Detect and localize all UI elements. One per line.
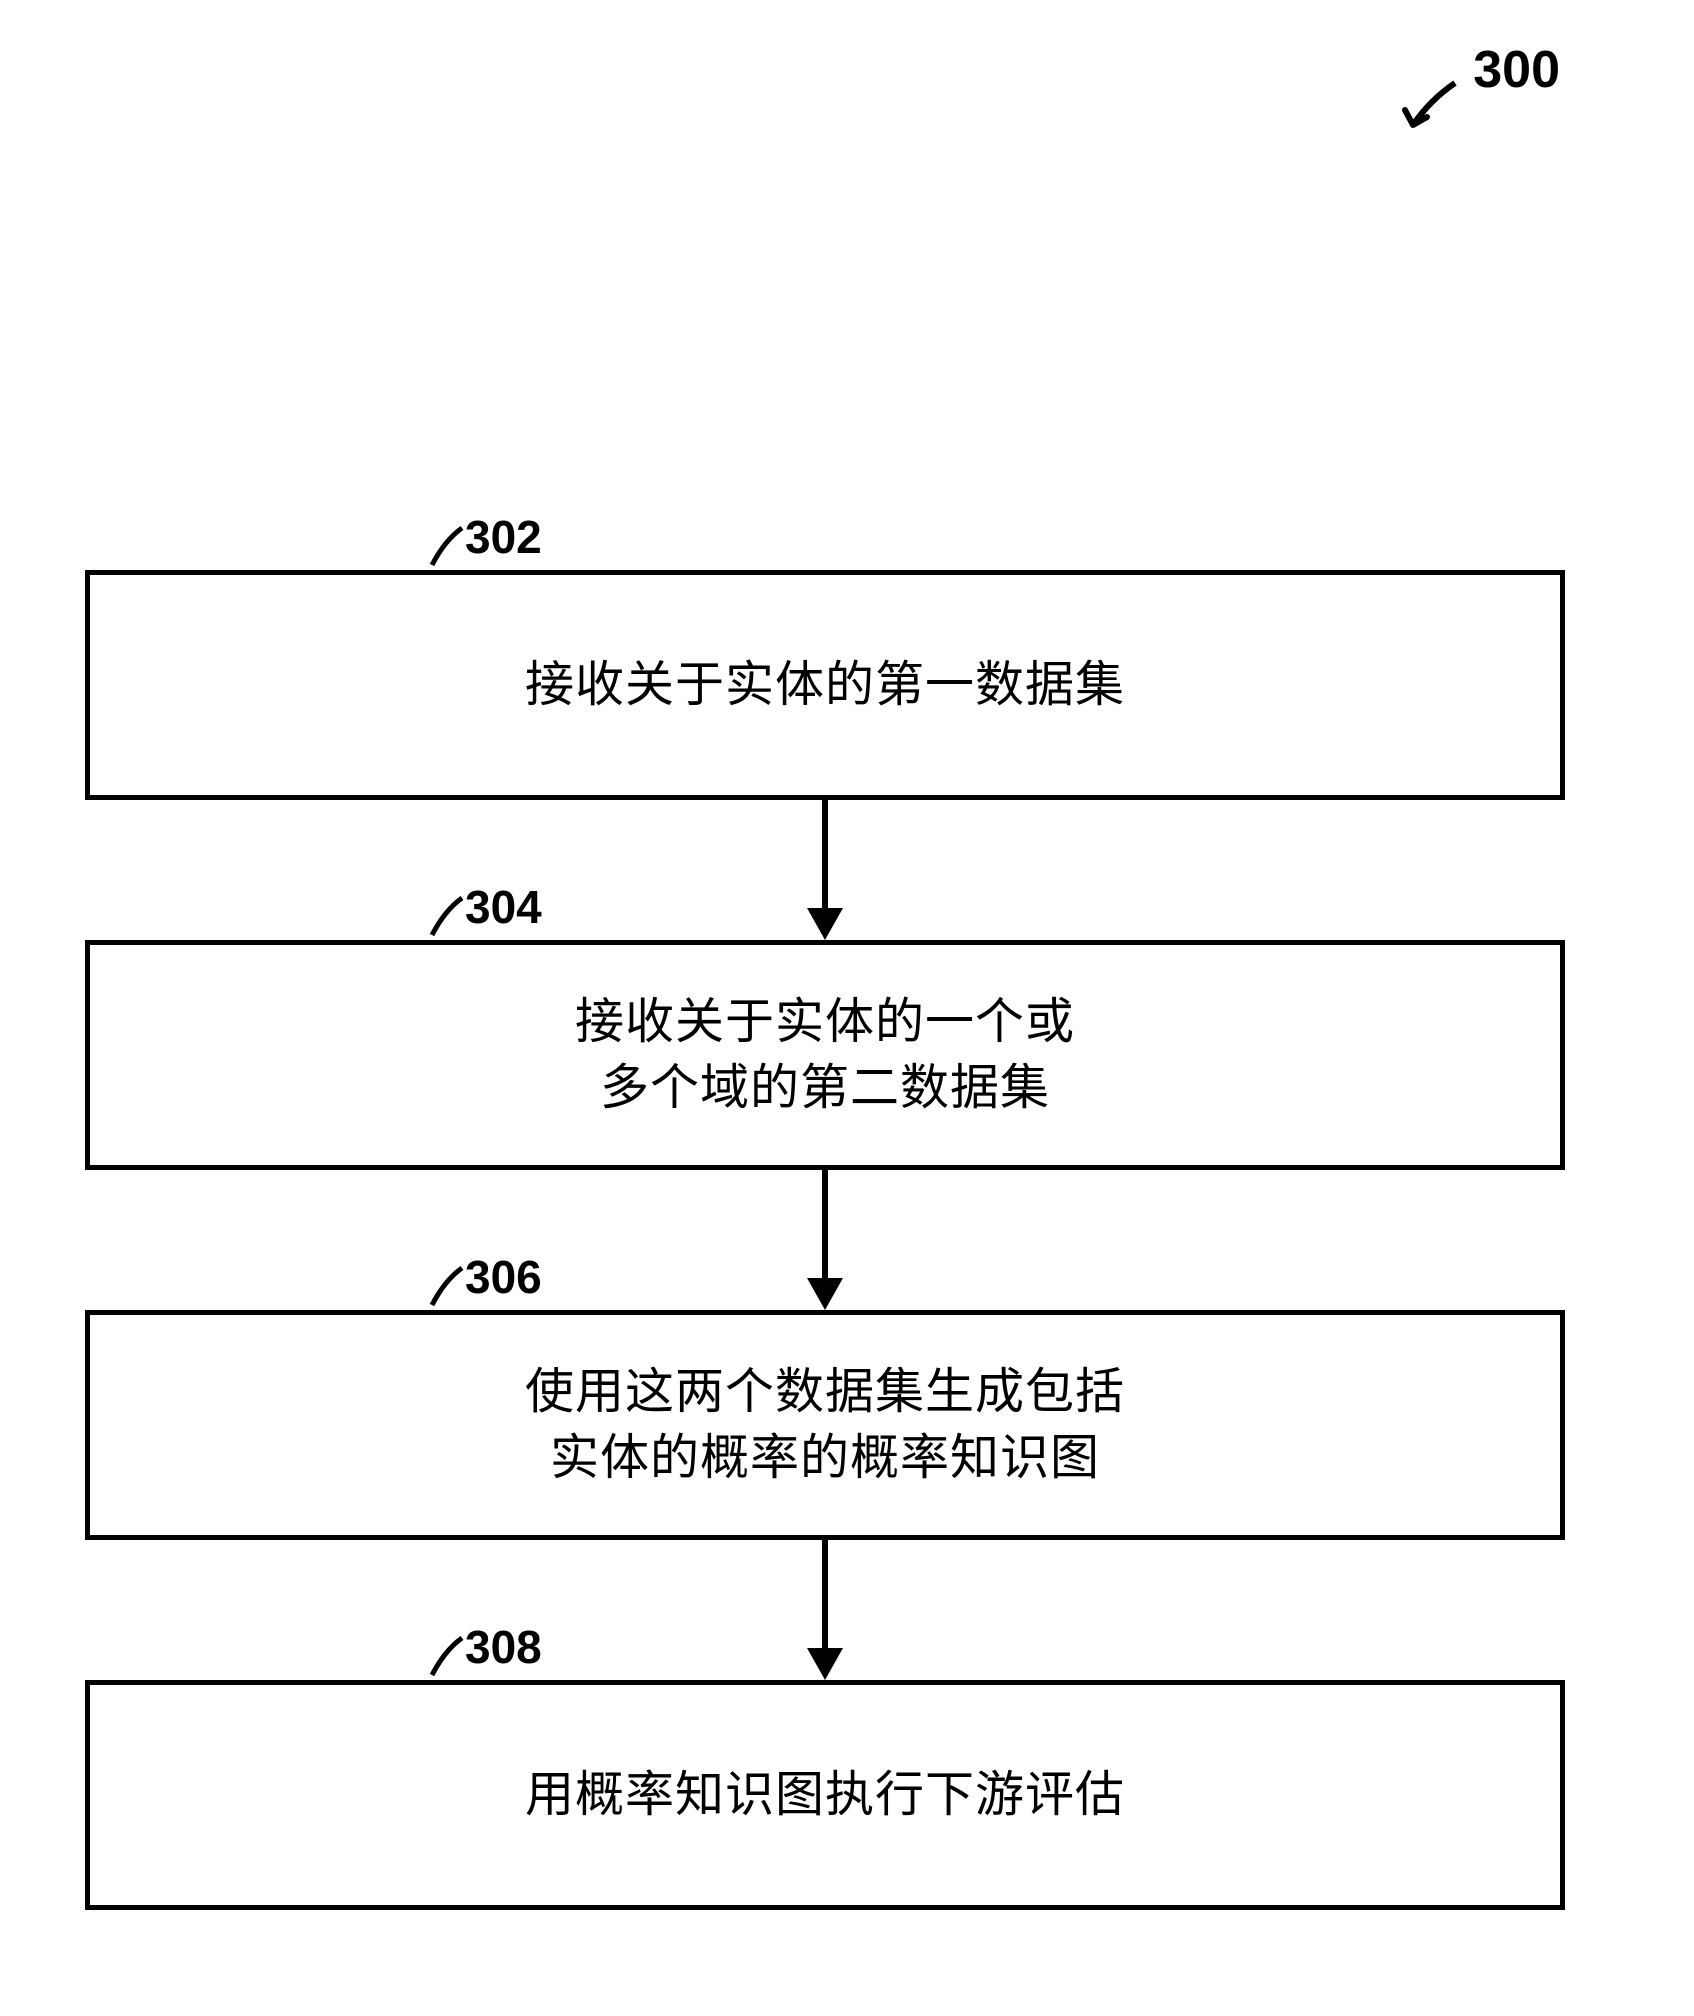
step-text-302: 接收关于实体的第一数据集 <box>525 652 1125 718</box>
arrow-down-icon <box>795 1540 855 1685</box>
step-text-306: 使用这两个数据集生成包括 实体的概率的概率知识图 <box>525 1359 1125 1491</box>
step-box-304: 接收关于实体的一个或 多个域的第二数据集 <box>85 940 1565 1170</box>
step-label-304: 304 <box>465 880 542 934</box>
step-box-306: 使用这两个数据集生成包括 实体的概率的概率知识图 <box>85 1310 1565 1540</box>
step-label-302: 302 <box>465 510 542 564</box>
arrow-down-icon <box>795 1170 855 1315</box>
step-label-308: 308 <box>465 1620 542 1674</box>
figure-label-pointer-icon <box>1395 75 1465 145</box>
arrow-down-icon <box>795 800 855 945</box>
step-label-hook-icon <box>420 520 470 575</box>
step-306-line1: 使用这两个数据集生成包括 <box>525 1364 1125 1419</box>
step-text-304: 接收关于实体的一个或 多个域的第二数据集 <box>575 989 1075 1121</box>
step-box-308: 用概率知识图执行下游评估 <box>85 1680 1565 1910</box>
step-label-hook-icon <box>420 890 470 945</box>
step-label-hook-icon <box>420 1260 470 1315</box>
step-308-line1: 用概率知识图执行下游评估 <box>525 1767 1125 1822</box>
figure-number-label: 300 <box>1473 40 1560 100</box>
step-306-line2: 实体的概率的概率知识图 <box>550 1430 1100 1485</box>
step-text-308: 用概率知识图执行下游评估 <box>525 1762 1125 1828</box>
step-304-line2: 多个域的第二数据集 <box>600 1060 1050 1115</box>
step-label-306: 306 <box>465 1250 542 1304</box>
step-302-line1: 接收关于实体的第一数据集 <box>525 657 1125 712</box>
step-label-hook-icon <box>420 1630 470 1685</box>
step-box-302: 接收关于实体的第一数据集 <box>85 570 1565 800</box>
step-304-line1: 接收关于实体的一个或 <box>575 994 1075 1049</box>
